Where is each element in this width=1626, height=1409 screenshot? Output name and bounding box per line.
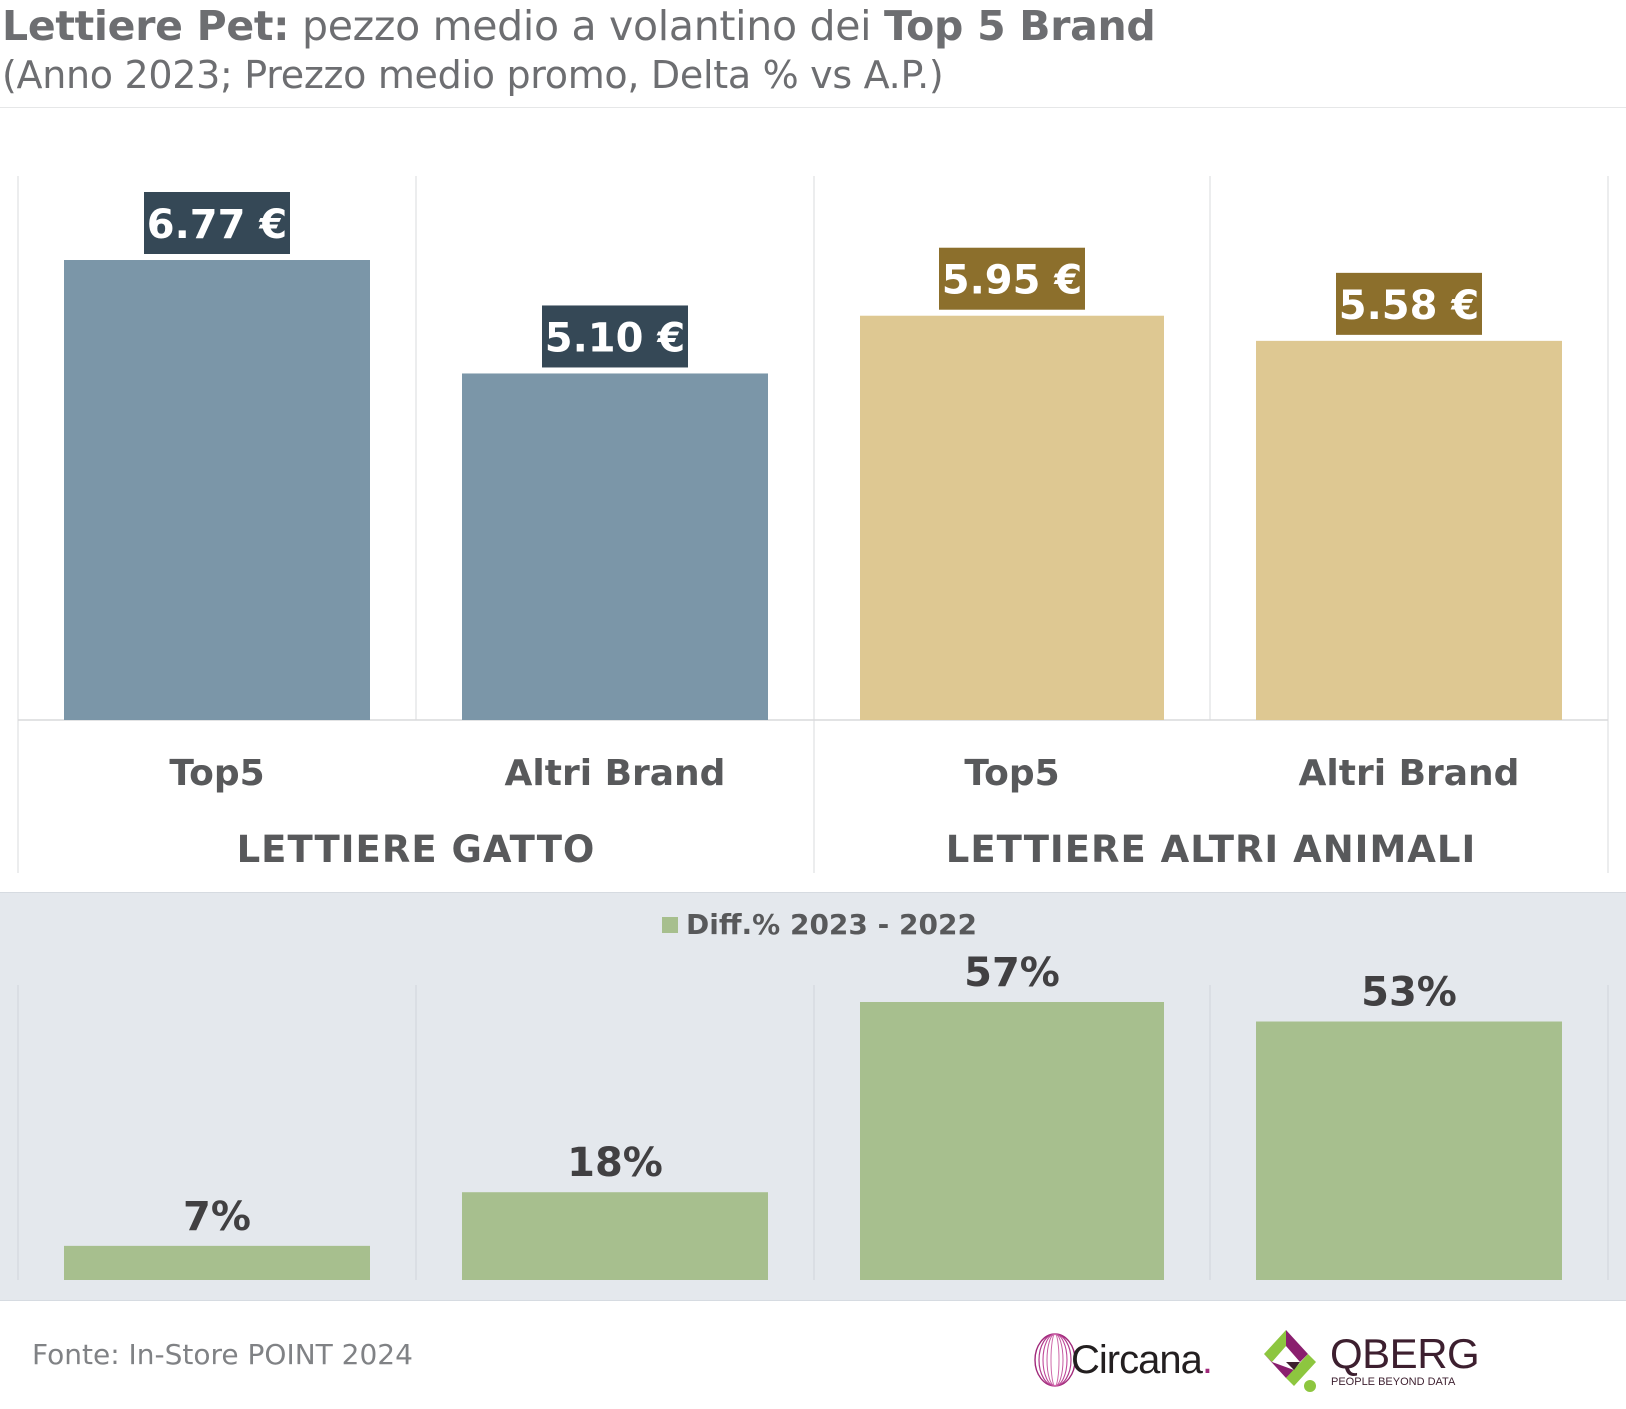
price-value-label: 5.95 €	[942, 258, 1082, 304]
chart-svg: 6.77 € 5.10 € 5.95 € 5.58 € Top5 Altri Brand…	[17, 176, 1609, 1280]
diff-bar	[64, 1245, 370, 1280]
title-bold-suffix: Top 5 Brand	[883, 2, 1156, 50]
circana-logo: Circana.	[1033, 1332, 1233, 1388]
legend-swatch	[662, 917, 678, 933]
title-bold-prefix: Lettiere Pet:	[2, 2, 290, 50]
top-chart-bars	[64, 260, 1562, 720]
price-label-box	[542, 305, 688, 368]
title-middle: pezzo medio a volantino dei	[289, 2, 884, 50]
price-bar	[860, 315, 1164, 720]
qberg-diamond-icon	[1264, 1330, 1316, 1392]
price-value-label: 6.77 €	[147, 202, 287, 248]
price-label-box	[939, 247, 1085, 310]
chart-title: Lettiere Pet: pezzo medio a volantino de…	[2, 2, 1156, 50]
price-label-box	[144, 192, 290, 254]
bottom-chart-legend: Diff.% 2023 - 2022	[662, 908, 977, 941]
price-label-box	[1336, 272, 1482, 335]
top-chart-value-labels: 6.77 € 5.10 € 5.95 € 5.58 €	[144, 192, 1482, 368]
diff-value-label: 18%	[567, 1140, 663, 1186]
circana-rings-icon	[1034, 1333, 1076, 1387]
price-value-label: 5.10 €	[545, 315, 685, 361]
diff-value-label: 53%	[1361, 970, 1457, 1016]
qberg-logo: QBERG PEOPLE BEYOND DATA	[1256, 1326, 1496, 1396]
category-label: Altri Brand	[1299, 753, 1520, 794]
bottom-chart-gridlines	[17, 985, 1609, 1280]
diff-value-label: 7%	[183, 1194, 251, 1240]
diff-bar	[462, 1192, 768, 1280]
diff-bar	[1256, 1021, 1562, 1280]
price-bar	[64, 260, 370, 720]
price-bar	[1256, 340, 1562, 720]
qberg-tagline: PEOPLE BEYOND DATA	[1331, 1376, 1456, 1388]
category-label: Top5	[964, 753, 1059, 794]
diff-value-label: 57%	[964, 950, 1060, 996]
circana-wordmark: Circana.	[1071, 1338, 1213, 1382]
group-label: LETTIERE ALTRI ANIMALI	[946, 828, 1477, 871]
category-label: Altri Brand	[505, 753, 726, 794]
chart-subtitle: (Anno 2023; Prezzo medio promo, Delta % …	[2, 53, 944, 97]
top-chart-category-labels: Top5 Altri Brand Top5 Altri Brand	[169, 753, 1519, 794]
diff-bar	[860, 1002, 1164, 1280]
price-value-label: 5.58 €	[1339, 283, 1479, 329]
price-bar	[462, 373, 768, 720]
top-chart-group-labels: LETTIERE GATTO LETTIERE ALTRI ANIMALI	[237, 828, 1477, 871]
footer-source: Fonte: In-Store POINT 2024	[32, 1338, 413, 1371]
qberg-wordmark: QBERG	[1330, 1330, 1480, 1377]
bottom-chart-value-labels: 7% 18% 57% 53%	[183, 950, 1457, 1240]
legend-label: Diff.% 2023 - 2022	[686, 908, 977, 941]
group-label: LETTIERE GATTO	[237, 828, 596, 871]
bottom-chart-bars	[64, 1002, 1562, 1280]
category-label: Top5	[169, 753, 264, 794]
